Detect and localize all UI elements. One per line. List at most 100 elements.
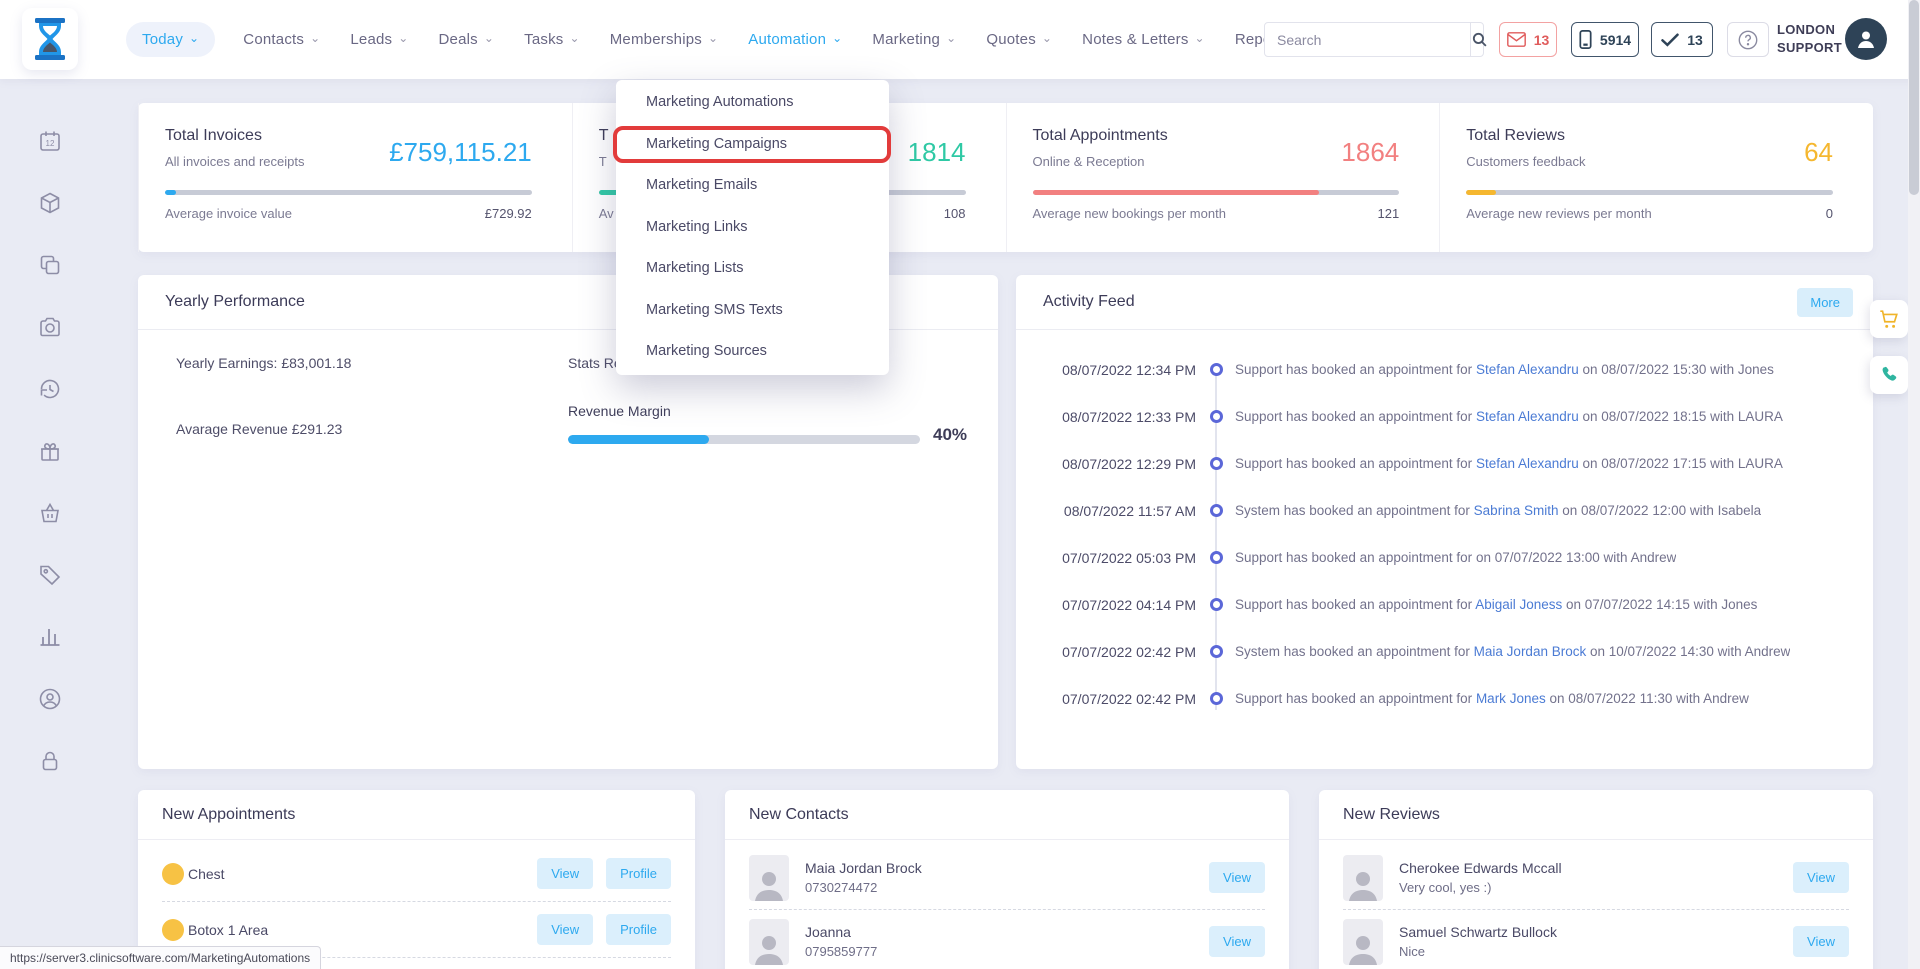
average-revenue: Avarage Revenue £291.23 xyxy=(176,421,343,437)
automation-dropdown-menu: Marketing Automations Marketing Campaign… xyxy=(613,80,891,375)
support-icon[interactable] xyxy=(32,681,68,717)
user-location-label: LONDON SUPPORT xyxy=(1777,21,1842,57)
new-contacts-panel: New Contacts Maia Jordan Brock 073027447… xyxy=(725,790,1289,969)
timeline-marker-icon xyxy=(1210,598,1223,611)
chevron-down-icon: ⌄ xyxy=(1194,30,1205,45)
activity-text: System has booked an appointment for Sab… xyxy=(1235,503,1762,518)
phone-count: 5914 xyxy=(1599,31,1632,48)
appointment-status-dot xyxy=(162,918,184,941)
contact-link[interactable]: Stefan Alexandru xyxy=(1475,362,1579,377)
appointment-row: Chest View Profile xyxy=(162,846,671,902)
user-avatar[interactable] xyxy=(1845,18,1887,60)
gift-icon[interactable] xyxy=(32,433,68,469)
search-button[interactable] xyxy=(1470,23,1488,56)
question-circle-icon xyxy=(1737,29,1759,51)
contact-name: Maia Jordan Brock xyxy=(805,860,922,876)
activity-text: System has booked an appointment for Mai… xyxy=(1235,644,1791,659)
new-appointments-panel: New Appointments Chest View Profile Boto… xyxy=(138,790,695,969)
dropdown-item[interactable]: Marketing SMS Texts xyxy=(646,301,783,318)
contact-link[interactable]: Abigail Joness xyxy=(1475,597,1563,612)
nav-item[interactable]: Quotes ⌄ xyxy=(984,22,1054,57)
view-button[interactable]: View xyxy=(1209,862,1265,893)
avatar-placeholder-icon xyxy=(1343,854,1383,901)
view-button[interactable]: View xyxy=(537,914,594,945)
timeline-marker-icon xyxy=(1210,363,1223,376)
new-reviews-title: New Reviews xyxy=(1343,805,1440,823)
dropdown-item[interactable]: Marketing Automations xyxy=(646,94,794,110)
copy-icon[interactable] xyxy=(32,247,68,283)
timeline-marker-icon xyxy=(1210,692,1223,705)
package-icon[interactable] xyxy=(32,185,68,221)
contact-link[interactable]: Stefan Alexandru xyxy=(1475,409,1579,424)
activity-text: Support has booked an appointment for St… xyxy=(1235,362,1774,377)
tag-icon[interactable] xyxy=(32,557,68,593)
dropdown-item[interactable]: Marketing Campaigns xyxy=(613,124,891,166)
contact-link[interactable]: Sabrina Smith xyxy=(1473,503,1559,518)
contact-row: Joanna 0795859777 View xyxy=(749,910,1265,969)
help-button[interactable] xyxy=(1727,22,1769,57)
history-icon[interactable] xyxy=(32,371,68,407)
view-button[interactable]: View xyxy=(1793,926,1849,957)
dropdown-item[interactable]: Marketing Links xyxy=(646,218,748,235)
nav-item[interactable]: Memberships ⌄ xyxy=(608,22,721,57)
activity-timestamp: 08/07/2022 11:57 AM xyxy=(1063,502,1196,519)
nav-item[interactable]: Deals ⌄ xyxy=(437,22,497,57)
stat-card-footer-value: £729.92 xyxy=(484,206,532,221)
nav-item-label: Quotes xyxy=(986,31,1036,48)
appointment-row: Botox 1 Area View Profile xyxy=(162,902,671,958)
smartphone-icon xyxy=(1579,30,1592,49)
floating-phone-button[interactable] xyxy=(1870,356,1908,394)
dropdown-item[interactable]: Marketing Emails xyxy=(646,177,758,193)
vertical-scrollbar[interactable] xyxy=(1908,0,1920,969)
floating-cart-button[interactable] xyxy=(1870,300,1908,338)
activity-text: Support has booked an appointment for on… xyxy=(1235,550,1677,565)
reviewer-name: Cherokee Edwards Mccall xyxy=(1399,860,1562,876)
stat-card-footer-label: Average invoice value xyxy=(165,206,292,221)
activity-timestamp: 07/07/2022 05:03 PM xyxy=(1062,549,1196,566)
view-button[interactable]: View xyxy=(537,858,594,889)
nav-item[interactable]: Leads ⌄ xyxy=(348,22,410,57)
lock-icon[interactable] xyxy=(32,743,68,779)
contact-link[interactable]: Maia Jordan Brock xyxy=(1473,644,1587,659)
contact-link[interactable]: Mark Jones xyxy=(1475,691,1546,706)
phone-badge[interactable]: 5914 xyxy=(1571,22,1639,57)
dropdown-item[interactable]: Marketing Lists xyxy=(646,260,744,276)
search-input[interactable] xyxy=(1265,23,1470,56)
activity-text: Support has booked an appointment for Ab… xyxy=(1235,597,1758,612)
nav-item[interactable]: Automation ⌄ xyxy=(746,22,844,57)
nav-item-label: Deals xyxy=(438,31,478,48)
more-button[interactable]: More xyxy=(1797,288,1853,317)
activity-text: Support has booked an appointment for St… xyxy=(1235,409,1783,424)
nav-item-label: Memberships xyxy=(609,31,702,48)
camera-icon[interactable] xyxy=(32,309,68,345)
scrollbar-thumb[interactable] xyxy=(1909,0,1919,195)
basket-icon[interactable] xyxy=(32,495,68,531)
nav-item-label: Marketing xyxy=(872,31,941,48)
nav-item[interactable]: Contacts ⌄ xyxy=(241,22,322,57)
calendar-icon[interactable]: 12 xyxy=(32,123,68,159)
dropdown-item[interactable]: Marketing Sources xyxy=(646,343,767,359)
chart-icon[interactable] xyxy=(32,619,68,655)
profile-button[interactable]: Profile xyxy=(606,858,671,889)
activity-timestamp: 07/07/2022 04:14 PM xyxy=(1062,596,1196,613)
messages-badge[interactable]: 13 xyxy=(1499,22,1557,57)
activity-feed-panel: Activity Feed More 08/07/2022 12:34 PM S… xyxy=(1016,275,1873,769)
nav-item[interactable]: Notes & Letters ⌄ xyxy=(1080,22,1207,57)
activity-feed-title: Activity Feed xyxy=(1043,293,1135,310)
activity-timestamp: 08/07/2022 12:29 PM xyxy=(1062,455,1196,472)
sidebar: 12 xyxy=(0,79,100,969)
nav-item[interactable]: Tasks ⌄ xyxy=(522,22,582,57)
stat-card-footer-label: Average new bookings per month xyxy=(1032,206,1226,221)
contact-link[interactable]: Stefan Alexandru xyxy=(1475,456,1579,471)
person-icon xyxy=(1854,27,1878,51)
activity-feed-item: 07/07/2022 04:14 PM Support has booked a… xyxy=(1016,581,1873,628)
avatar-placeholder-icon xyxy=(749,854,789,901)
nav-item[interactable]: Today ⌄ xyxy=(126,22,216,57)
activity-feed-item: 07/07/2022 02:42 PM System has booked an… xyxy=(1016,628,1873,675)
tasks-badge[interactable]: 13 xyxy=(1651,22,1713,57)
nav-item[interactable]: Marketing ⌄ xyxy=(870,22,958,57)
app-logo[interactable] xyxy=(22,8,78,70)
profile-button[interactable]: Profile xyxy=(606,914,671,945)
view-button[interactable]: View xyxy=(1793,862,1849,893)
view-button[interactable]: View xyxy=(1209,926,1265,957)
